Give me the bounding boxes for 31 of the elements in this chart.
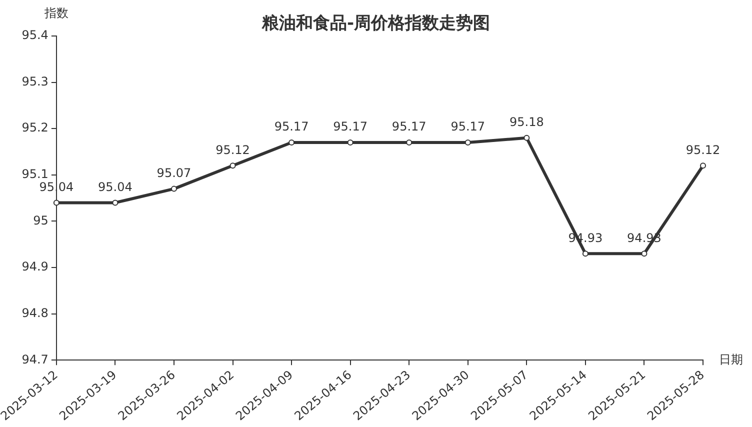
point xyxy=(112,200,118,206)
y-tick-label: 94.9 xyxy=(22,260,48,274)
y-tick-label: 95.1 xyxy=(22,167,48,182)
data-label: 95.17 xyxy=(392,120,426,134)
chart-title: 粮油和食品-周价格指数走势图 xyxy=(260,13,490,34)
y-tick-label: 95.3 xyxy=(22,74,48,88)
point xyxy=(53,200,60,206)
y-tick-label: 94.8 xyxy=(22,306,48,320)
point xyxy=(170,186,177,192)
point xyxy=(230,162,236,169)
data-label: 95.17 xyxy=(450,120,486,134)
data-label: 95.04 xyxy=(98,180,132,194)
data-label: 95.18 xyxy=(509,115,544,129)
y-axis-title: 指数 xyxy=(43,6,68,20)
y-tick-label: 95.2 xyxy=(22,120,48,135)
point xyxy=(347,140,354,146)
data-label: 95.17 xyxy=(333,120,368,134)
point xyxy=(524,134,530,141)
point xyxy=(700,162,706,169)
point xyxy=(406,140,412,146)
x-axis-title: 日期 xyxy=(719,352,743,366)
y-tick-label: 95.4 xyxy=(22,28,48,42)
point xyxy=(641,250,648,257)
data-label: 95.17 xyxy=(274,120,309,134)
y-tick-label: 95 xyxy=(33,213,48,228)
point xyxy=(582,250,588,257)
data-label: 95.12 xyxy=(686,142,720,157)
y-tick-label: 94.7 xyxy=(22,352,48,366)
data-label: 95.12 xyxy=(216,142,250,157)
data-label: 95.07 xyxy=(156,166,192,180)
point xyxy=(464,140,471,146)
